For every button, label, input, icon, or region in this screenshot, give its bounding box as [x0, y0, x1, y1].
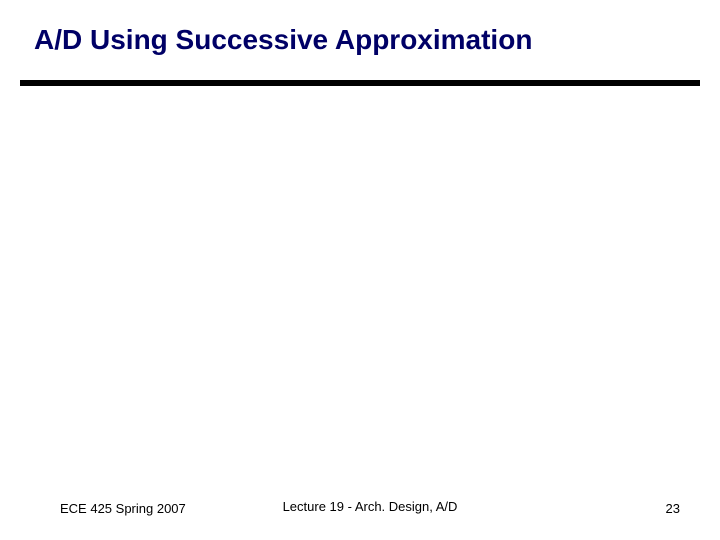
slide-title: A/D Using Successive Approximation [34, 24, 690, 56]
footer-page-number: 23 [666, 501, 680, 516]
footer-center-text: Lecture 19 - Arch. Design, A/D [283, 499, 458, 514]
slide: A/D Using Successive Approximation ECE 4… [0, 0, 720, 540]
title-underline-rule [20, 80, 700, 86]
footer-center-wrap: Lecture 19 - Arch. Design, A/D [0, 498, 720, 516]
slide-footer: ECE 425 Spring 2007 Lecture 19 - Arch. D… [0, 496, 720, 516]
